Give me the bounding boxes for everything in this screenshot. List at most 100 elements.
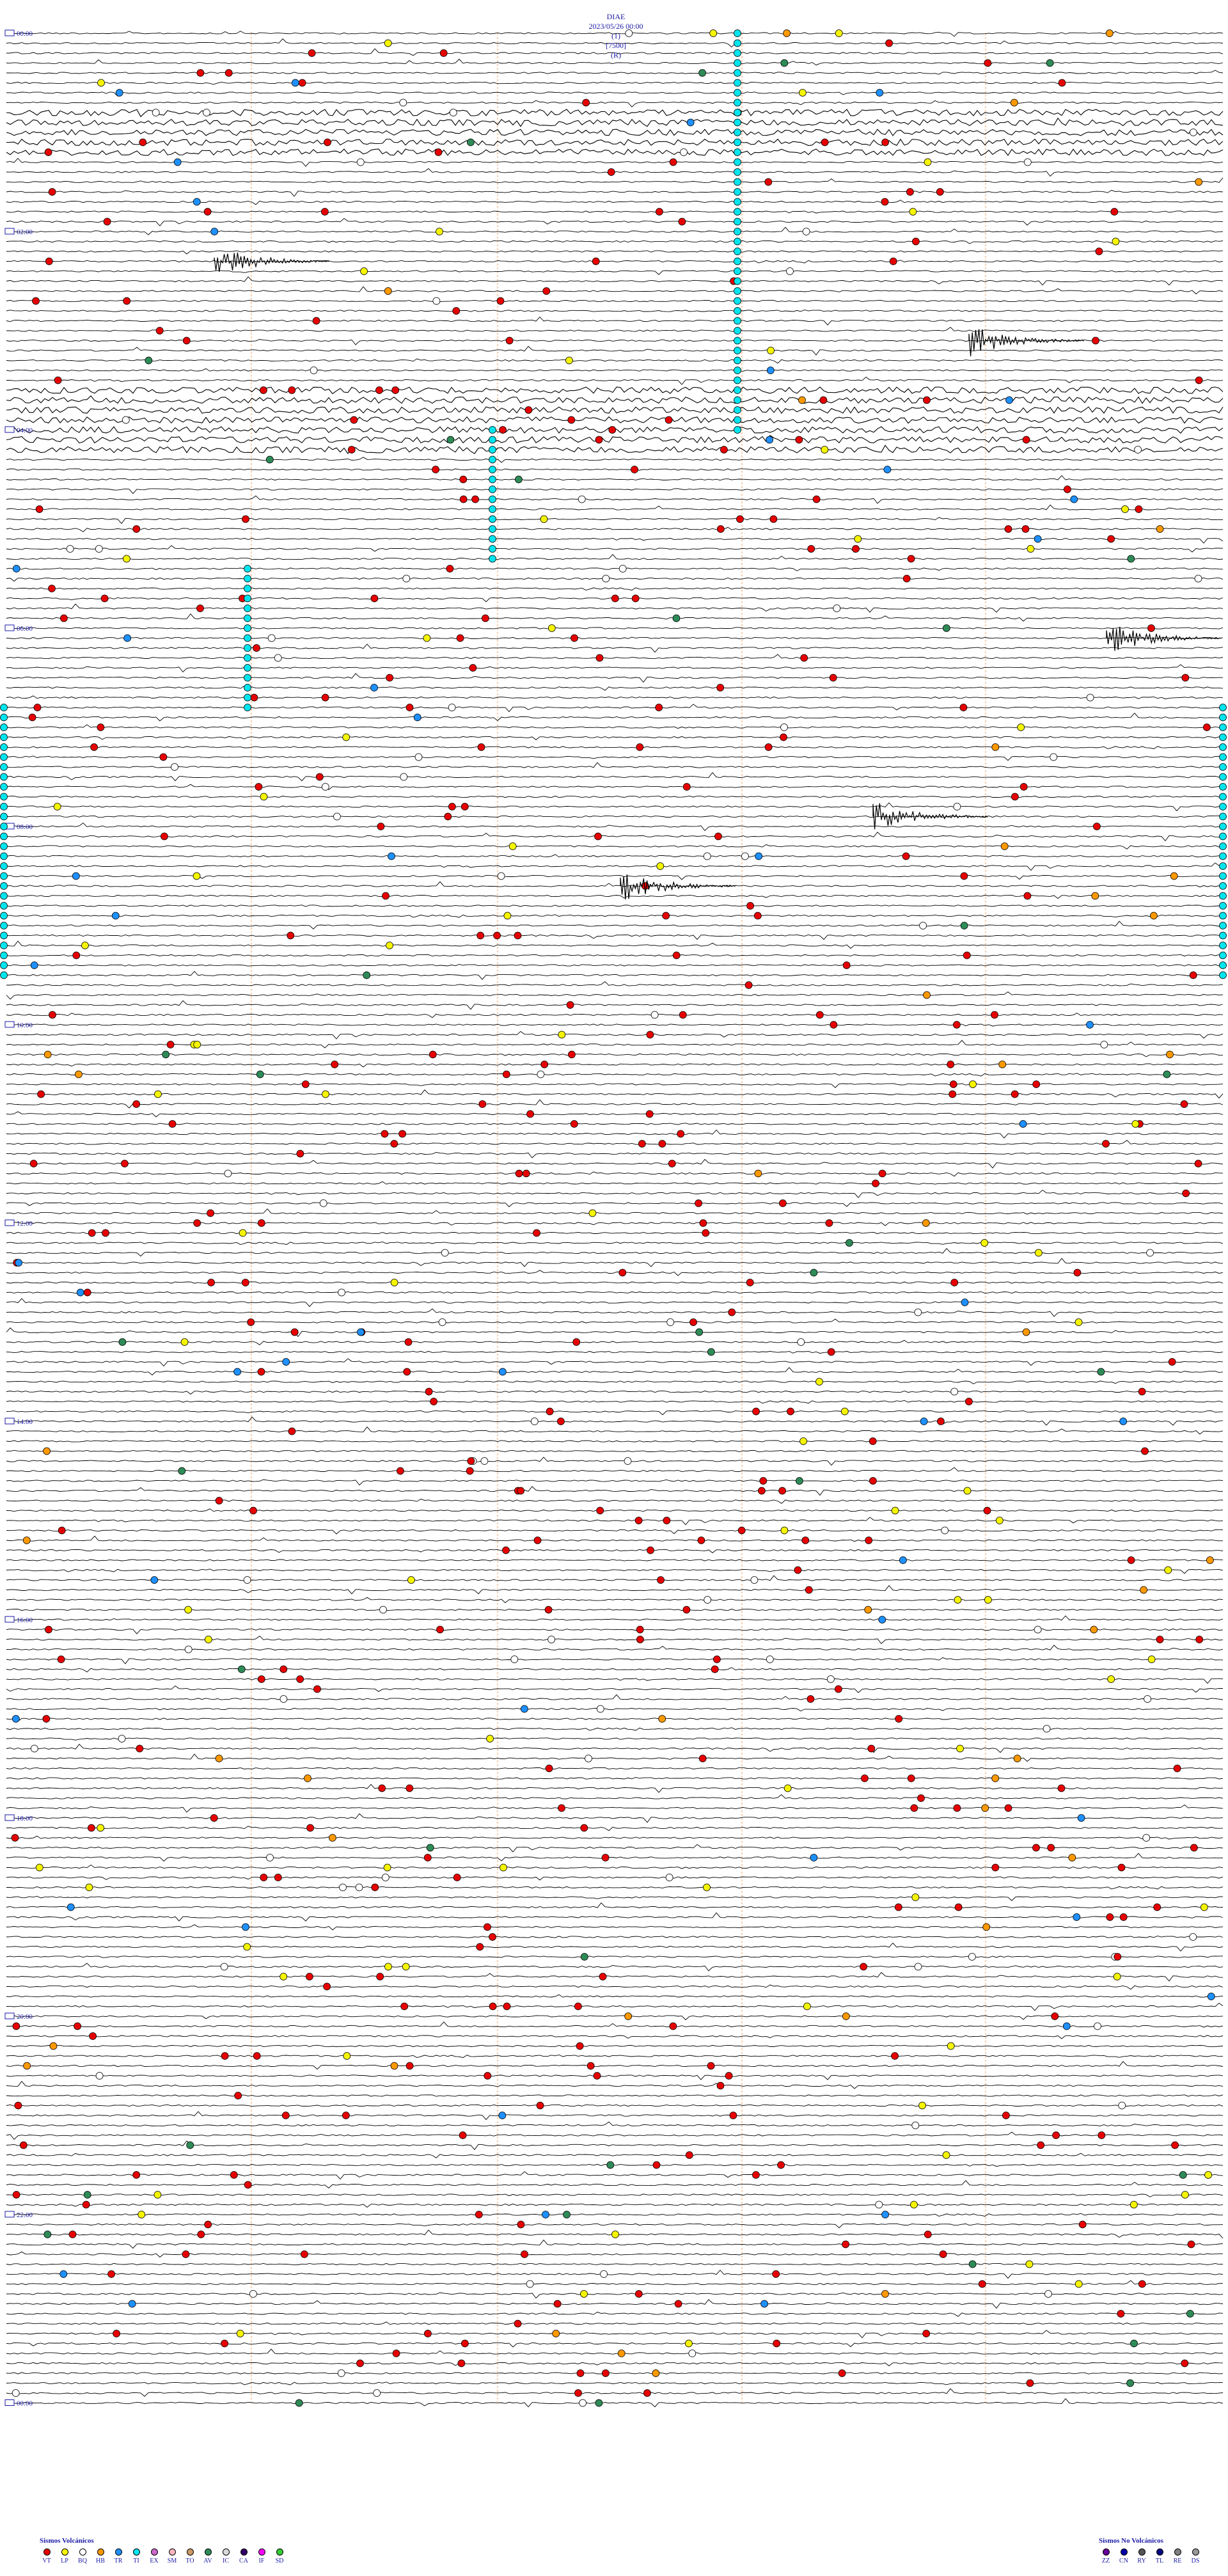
event-marker-vt <box>594 832 602 841</box>
event-marker-bq <box>1100 1041 1108 1048</box>
event-marker-vt <box>342 2112 350 2119</box>
event-marker-hb <box>1010 99 1018 107</box>
ex-color-dot <box>150 2548 158 2556</box>
event-marker-ti <box>0 931 8 940</box>
event-marker-vt <box>869 1437 877 1445</box>
event-marker-ti <box>489 426 496 434</box>
event-marker-tr <box>173 158 182 166</box>
event-marker-lp <box>360 267 368 275</box>
legend-volcanic: Sismos Volcánicos VT LP BQ HB TR TI EX SM TO AV IC… <box>40 2537 287 2564</box>
tl-label: TL <box>1155 2557 1164 2564</box>
event-marker-av <box>295 2399 303 2407</box>
event-marker-hb <box>1068 1854 1076 1861</box>
event-marker-hb <box>842 2012 850 2020</box>
event-marker-vt <box>242 515 249 523</box>
hour-label: 18:00 <box>17 1815 33 1822</box>
event-marker-vt <box>668 1160 676 1167</box>
legend-item-re: RE <box>1170 2548 1185 2564</box>
event-marker-ti <box>1219 951 1227 960</box>
cn-label: CN <box>1119 2557 1128 2564</box>
re-color-dot <box>1174 2548 1181 2556</box>
event-marker-lp <box>709 29 718 37</box>
seismogram-trace <box>6 1498 1224 1504</box>
event-marker-vt <box>257 1219 265 1227</box>
seismogram-trace <box>6 2263 1224 2266</box>
event-marker-bq <box>602 574 610 583</box>
event-marker-vt <box>663 1517 671 1524</box>
event-marker-ti <box>0 961 8 969</box>
event-marker-ti <box>1219 803 1227 810</box>
event-marker-vt <box>247 1318 255 1326</box>
seismogram-trace <box>6 468 1224 471</box>
seismogram-trace <box>6 210 1224 214</box>
event-marker-lp <box>835 29 843 37</box>
seismogram-trace <box>6 200 1224 205</box>
event-marker-av <box>83 2191 91 2199</box>
seismogram-trace <box>6 1727 1224 1731</box>
event-marker-vt <box>72 951 81 960</box>
event-marker-vt <box>611 594 619 603</box>
event-marker-vt <box>953 1804 961 1812</box>
seismogram-trace <box>6 784 1224 791</box>
event-marker-tr <box>521 1705 528 1713</box>
event-marker-lp <box>193 872 201 880</box>
hour-marker-box <box>4 29 15 36</box>
event-marker-lp <box>980 1239 989 1247</box>
event-marker-vt <box>321 693 329 702</box>
event-marker-ti <box>734 356 741 365</box>
event-marker-vt <box>545 1764 553 1773</box>
seismogram-trace <box>6 1281 1224 1284</box>
event-marker-vt <box>1189 971 1197 979</box>
event-marker-vt <box>89 2032 97 2040</box>
seismogram-trace <box>6 445 1224 455</box>
event-marker-tr <box>766 367 775 374</box>
hour-marker-box <box>4 1418 15 1425</box>
seismogram-trace <box>6 1608 1224 1611</box>
start-datetime: 2023/05/26 00:00 <box>588 22 643 31</box>
seismogram-trace <box>6 1189 1224 1198</box>
seismogram-trace <box>6 1410 1224 1416</box>
event-marker-ti <box>1219 763 1227 771</box>
event-marker-ti <box>0 842 8 850</box>
seismogram-trace <box>6 1753 1224 1762</box>
event-marker-vt <box>807 1695 815 1703</box>
event-marker-lp <box>995 1517 1004 1524</box>
event-marker-lp <box>342 733 350 741</box>
event-marker-vt <box>716 684 725 691</box>
event-marker-vt <box>819 396 828 404</box>
event-marker-ti <box>1219 704 1227 711</box>
event-marker-vt <box>991 1011 998 1019</box>
event-marker-vt <box>460 803 469 810</box>
event-marker-hb <box>881 2290 889 2298</box>
event-marker-lp <box>918 2101 926 2110</box>
event-marker-vt <box>484 1923 491 1931</box>
event-marker-vt <box>160 832 168 841</box>
event-marker-vt <box>350 416 358 424</box>
event-marker-tr <box>76 1288 84 1297</box>
re-label: RE <box>1173 2557 1182 2564</box>
event-marker-hb <box>1170 872 1178 880</box>
event-marker-ti <box>489 535 496 543</box>
event-marker-bq <box>750 1576 759 1584</box>
event-marker-ti <box>1219 862 1227 870</box>
event-marker-hb <box>658 1715 666 1723</box>
seismogram-trace <box>6 1258 1224 1267</box>
event-marker-bq <box>919 922 927 929</box>
event-marker-ti <box>734 188 741 196</box>
event-marker-ti <box>489 455 496 464</box>
event-marker-vt <box>425 1387 433 1396</box>
event-marker-ti <box>1219 942 1227 949</box>
hour-marker-box <box>4 2399 15 2406</box>
seismogram-trace <box>6 1707 1224 1712</box>
event-marker-hb <box>304 1774 311 1782</box>
event-marker-hb <box>1140 1586 1147 1594</box>
event-marker-vt <box>475 2211 483 2218</box>
event-marker-vt <box>939 2250 947 2258</box>
event-marker-vt <box>744 981 753 989</box>
event-marker-ti <box>0 912 8 920</box>
event-marker-vt <box>1156 1636 1164 1643</box>
event-marker-vt <box>867 1744 876 1753</box>
event-marker-tr <box>210 228 219 235</box>
seismogram-trace <box>6 1886 1224 1890</box>
event-marker-lp <box>685 2339 693 2348</box>
